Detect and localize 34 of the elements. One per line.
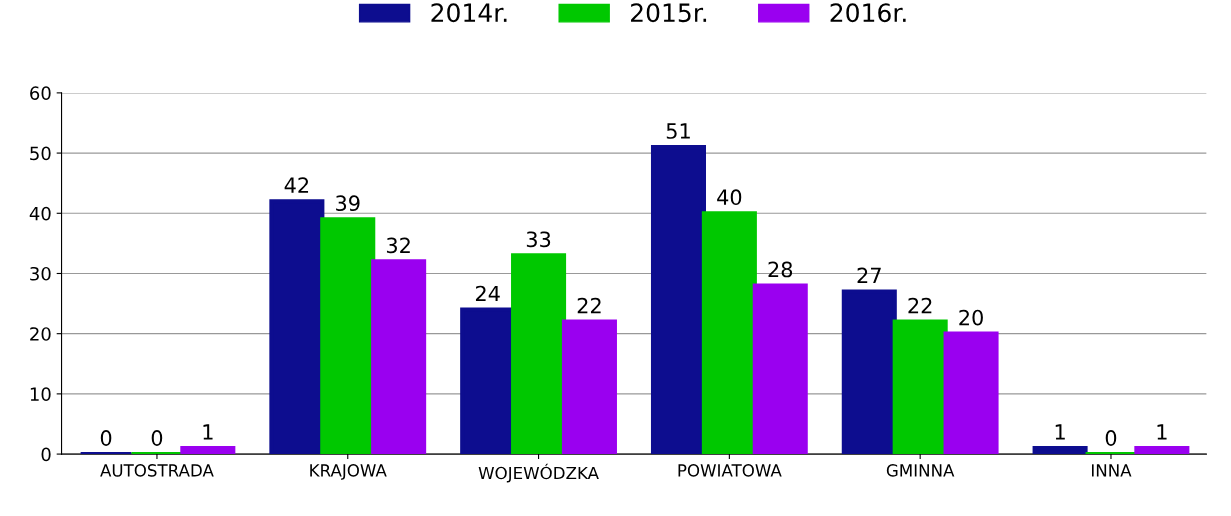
- x-tick-label: INNA: [1091, 464, 1132, 477]
- y-tick-label: 30: [30, 266, 51, 281]
- data-label: 1: [1157, 424, 1167, 440]
- legend-label: 2014r.: [431, 3, 507, 23]
- data-label: 24: [475, 285, 500, 302]
- data-label: 22: [908, 297, 932, 314]
- legend-label: 2015r.: [631, 3, 707, 23]
- data-label: 33: [526, 231, 551, 248]
- data-label: 27: [857, 267, 881, 284]
- data-label: 0: [1105, 430, 1117, 446]
- data-label: 42: [284, 177, 309, 193]
- data-label: 39: [336, 195, 360, 212]
- x-tick-label: AUTOSTRADA: [100, 464, 214, 477]
- data-label: 0: [100, 430, 112, 446]
- x-tick-label: WOJEWÓDZKA: [478, 463, 599, 483]
- data-label: 0: [151, 430, 163, 446]
- x-tick-label: GMINNA: [886, 464, 955, 477]
- data-label: 20: [959, 309, 983, 326]
- data-label: 51: [666, 123, 690, 139]
- data-label: 1: [203, 424, 213, 440]
- x-tick-label: KRAJOWA: [310, 464, 387, 480]
- data-label: 32: [386, 237, 410, 254]
- y-tick-label: 0: [41, 447, 51, 462]
- legend-label: 2016r.: [830, 3, 906, 23]
- data-label: 40: [717, 189, 742, 206]
- y-tick-label: 40: [29, 206, 51, 221]
- data-label: 22: [577, 297, 601, 314]
- y-tick-label: 50: [30, 146, 51, 161]
- data-label: 1: [1055, 424, 1065, 440]
- x-tick-label: POWIATOWA: [678, 464, 782, 477]
- y-tick-label: 20: [30, 327, 51, 341]
- y-tick-label: 10: [30, 387, 51, 401]
- data-label: 28: [768, 261, 793, 278]
- y-tick-label: 60: [30, 86, 51, 100]
